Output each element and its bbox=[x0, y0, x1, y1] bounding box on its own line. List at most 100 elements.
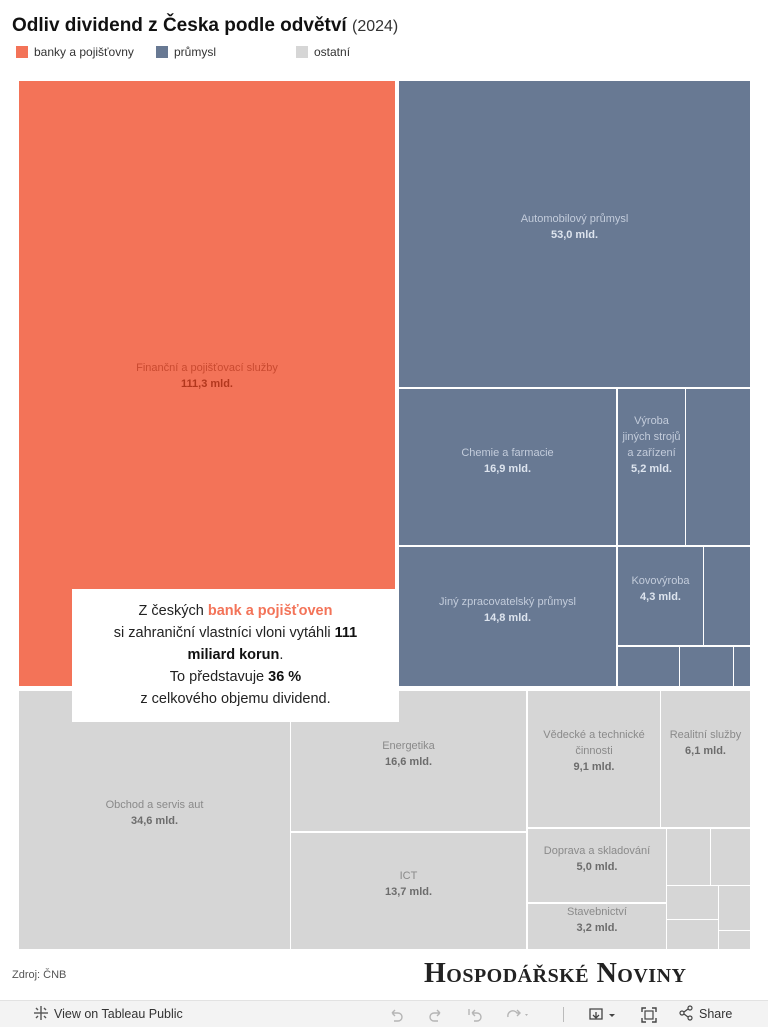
treemap-tile-8[interactable] bbox=[618, 647, 679, 686]
callout-text-3: . bbox=[279, 647, 284, 663]
treemap-tile-chemie-a-farmacie[interactable]: Chemie a farmacie 16,9 mld. bbox=[399, 389, 616, 545]
treemap-tile-20[interactable] bbox=[667, 886, 718, 919]
callout-amount: 111 miliard korun bbox=[187, 625, 358, 663]
treemap-tile-21[interactable] bbox=[719, 886, 750, 930]
tile-value: 53,0 mld. bbox=[550, 229, 599, 241]
treemap-tile-doprava-a-skladov-n-[interactable]: Doprava a skladování 5,0 mld. bbox=[528, 829, 666, 902]
tile-value: 5,0 mld. bbox=[576, 861, 618, 873]
treemap-tile-stavebnictv-[interactable]: Stavebnictví 3,2 mld. bbox=[528, 904, 666, 949]
redo-icon[interactable] bbox=[428, 1007, 444, 1023]
tile-name: Chemie a farmacie bbox=[461, 447, 554, 459]
tableau-logo-icon bbox=[34, 1006, 48, 1020]
callout-text-5: z celkového objemu dividend. bbox=[140, 691, 331, 707]
tile-value: 13,7 mld. bbox=[384, 886, 433, 898]
treemap-tile-10[interactable] bbox=[734, 647, 750, 686]
tile-name: Jiný zpracovatelský průmysl bbox=[439, 596, 576, 608]
tile-label: Energetika 16,6 mld. bbox=[291, 738, 526, 770]
legend-label-industry: průmysl bbox=[174, 45, 217, 59]
tile-label: Obchod a servis aut 34,6 mld. bbox=[19, 797, 290, 829]
treemap-tile-v-roba-jin-ch-stroj-a-za-zen-[interactable]: Výroba jiných strojů a zařízení 5,2 mld. bbox=[618, 389, 685, 545]
tile-label: Automobilový průmysl 53,0 mld. bbox=[399, 211, 750, 243]
callout-text-2: si zahraniční vlastníci vloni vytáhli bbox=[113, 625, 335, 641]
tile-value: 16,9 mld. bbox=[483, 463, 532, 475]
revert-icon[interactable] bbox=[467, 1007, 483, 1023]
tile-name: Výroba jiných strojů a zařízení bbox=[622, 415, 681, 459]
chart-title-year: (2024) bbox=[351, 18, 399, 35]
tile-name: Doprava a skladování bbox=[543, 845, 651, 857]
legend-item-industry[interactable]: průmysl bbox=[156, 44, 216, 60]
treemap-tile-jin-zpracovatelsk-pr-mysl[interactable]: Jiný zpracovatelský průmysl 14,8 mld. bbox=[399, 547, 616, 686]
tile-label: Stavebnictví 3,2 mld. bbox=[528, 904, 666, 936]
treemap-tile-19[interactable] bbox=[711, 829, 750, 885]
share-icon bbox=[679, 1005, 693, 1021]
refresh-icon[interactable] bbox=[505, 1007, 531, 1023]
tile-value: 34,6 mld. bbox=[130, 815, 179, 827]
callout-line-4: z celkového objemu dividend. bbox=[72, 688, 399, 710]
share-label: Share bbox=[699, 1007, 733, 1021]
share-button[interactable]: Share bbox=[678, 1001, 732, 1028]
tile-label: Kovovýroba 4,3 mld. bbox=[618, 573, 703, 605]
tile-label: Jiný zpracovatelský průmysl 14,8 mld. bbox=[399, 594, 616, 626]
treemap-tile-kovov-roba[interactable]: Kovovýroba 4,3 mld. bbox=[618, 547, 703, 645]
treemap-tile-obchod-a-servis-aut[interactable]: Obchod a servis aut 34,6 mld. bbox=[19, 691, 290, 949]
treemap-tile-22[interactable] bbox=[667, 920, 718, 949]
callout-box: Z českých bank a pojišťoven si zahraničn… bbox=[72, 589, 399, 722]
view-on-tableau-label: View on Tableau Public bbox=[54, 1007, 183, 1021]
legend-swatch-banks bbox=[16, 46, 28, 58]
treemap-tile-7[interactable] bbox=[704, 547, 750, 645]
legend-swatch-industry bbox=[156, 46, 168, 58]
download-icon[interactable] bbox=[588, 1007, 618, 1023]
toolbar-separator bbox=[563, 1007, 564, 1022]
treemap-tile-v-deck-a-technick-innosti[interactable]: Vědecké a technické činnosti 9,1 mld. bbox=[528, 691, 660, 827]
legend-swatch-other bbox=[296, 46, 308, 58]
tile-name: Automobilový průmysl bbox=[520, 213, 629, 225]
tile-name: Vědecké a technické činnosti bbox=[543, 729, 645, 757]
treemap-tile-ict[interactable]: ICT 13,7 mld. bbox=[291, 833, 526, 949]
callout-text-4: To představuje bbox=[169, 669, 269, 685]
treemap-tile-finan-n-a-poji-ovac-slu-by[interactable]: Finanční a pojišťovací služby 111,3 mld. bbox=[19, 81, 395, 686]
view-on-tableau-link[interactable]: View on Tableau Public bbox=[33, 1001, 183, 1028]
undo-icon[interactable] bbox=[388, 1007, 404, 1023]
treemap-tile-23[interactable] bbox=[719, 931, 750, 949]
treemap-tile-realitn-slu-by[interactable]: Realitní služby 6,1 mld. bbox=[661, 691, 750, 827]
callout-text-1: Z českých bbox=[138, 603, 208, 619]
fullscreen-icon[interactable] bbox=[641, 1007, 657, 1023]
treemap-tile-9[interactable] bbox=[680, 647, 733, 686]
tile-label: Finanční a pojišťovací služby 111,3 mld. bbox=[19, 360, 395, 392]
treemap-tile-18[interactable] bbox=[667, 829, 710, 885]
legend-item-banks[interactable]: banky a pojišťovny bbox=[16, 44, 134, 60]
tableau-toolbar: View on Tableau Public Share bbox=[0, 1000, 768, 1027]
treemap: Finanční a pojišťovací služby 111,3 mld. A… bbox=[19, 81, 750, 949]
tile-name: Obchod a servis aut bbox=[105, 799, 204, 811]
tile-name: Stavebnictví bbox=[567, 906, 627, 918]
tile-value: 5,2 mld. bbox=[631, 463, 672, 475]
tile-value: 3,2 mld. bbox=[576, 922, 618, 934]
tile-label: Chemie a farmacie 16,9 mld. bbox=[399, 445, 616, 477]
tile-name: Kovovýroba bbox=[631, 575, 690, 587]
tile-value: 9,1 mld. bbox=[573, 761, 615, 773]
tile-label: Realitní služby 6,1 mld. bbox=[661, 727, 750, 759]
callout-share: 36 % bbox=[268, 669, 302, 685]
treemap-tile-automobilov-pr-mysl[interactable]: Automobilový průmysl 53,0 mld. bbox=[399, 81, 750, 387]
source-note: Zdroj: ČNB bbox=[12, 969, 67, 981]
brand-logo: Hospodářské Noviny bbox=[424, 958, 687, 989]
tile-value: 14,8 mld. bbox=[483, 612, 532, 624]
tile-value: 111,3 mld. bbox=[181, 378, 233, 390]
callout-line-1: Z českých bank a pojišťoven bbox=[72, 600, 399, 622]
tile-label: Vědecké a technické činnosti 9,1 mld. bbox=[528, 727, 660, 775]
tile-label: Výroba jiných strojů a zařízení 5,2 mld. bbox=[618, 413, 685, 477]
callout-accent: bank a pojišťoven bbox=[207, 603, 333, 619]
tile-name: Finanční a pojišťovací služby bbox=[136, 362, 278, 374]
tile-name: ICT bbox=[399, 870, 418, 882]
legend-label-banks: banky a pojišťovny bbox=[34, 45, 134, 59]
tile-value: 16,6 mld. bbox=[384, 756, 433, 768]
callout-line-3: To představuje 36 % bbox=[72, 666, 399, 688]
treemap-tile-4[interactable] bbox=[686, 389, 750, 545]
tile-label: Doprava a skladování 5,0 mld. bbox=[528, 843, 666, 875]
callout-line-2: si zahraniční vlastníci vloni vytáhli 11… bbox=[72, 622, 399, 666]
tile-name: Realitní služby bbox=[669, 729, 742, 741]
tile-value: 4,3 mld. bbox=[640, 591, 681, 603]
legend-item-other[interactable]: ostatní bbox=[296, 44, 350, 60]
chart-title: Odliv dividend z Česka podle odvětví (20… bbox=[12, 15, 398, 37]
tile-value: 6,1 mld. bbox=[685, 745, 726, 757]
